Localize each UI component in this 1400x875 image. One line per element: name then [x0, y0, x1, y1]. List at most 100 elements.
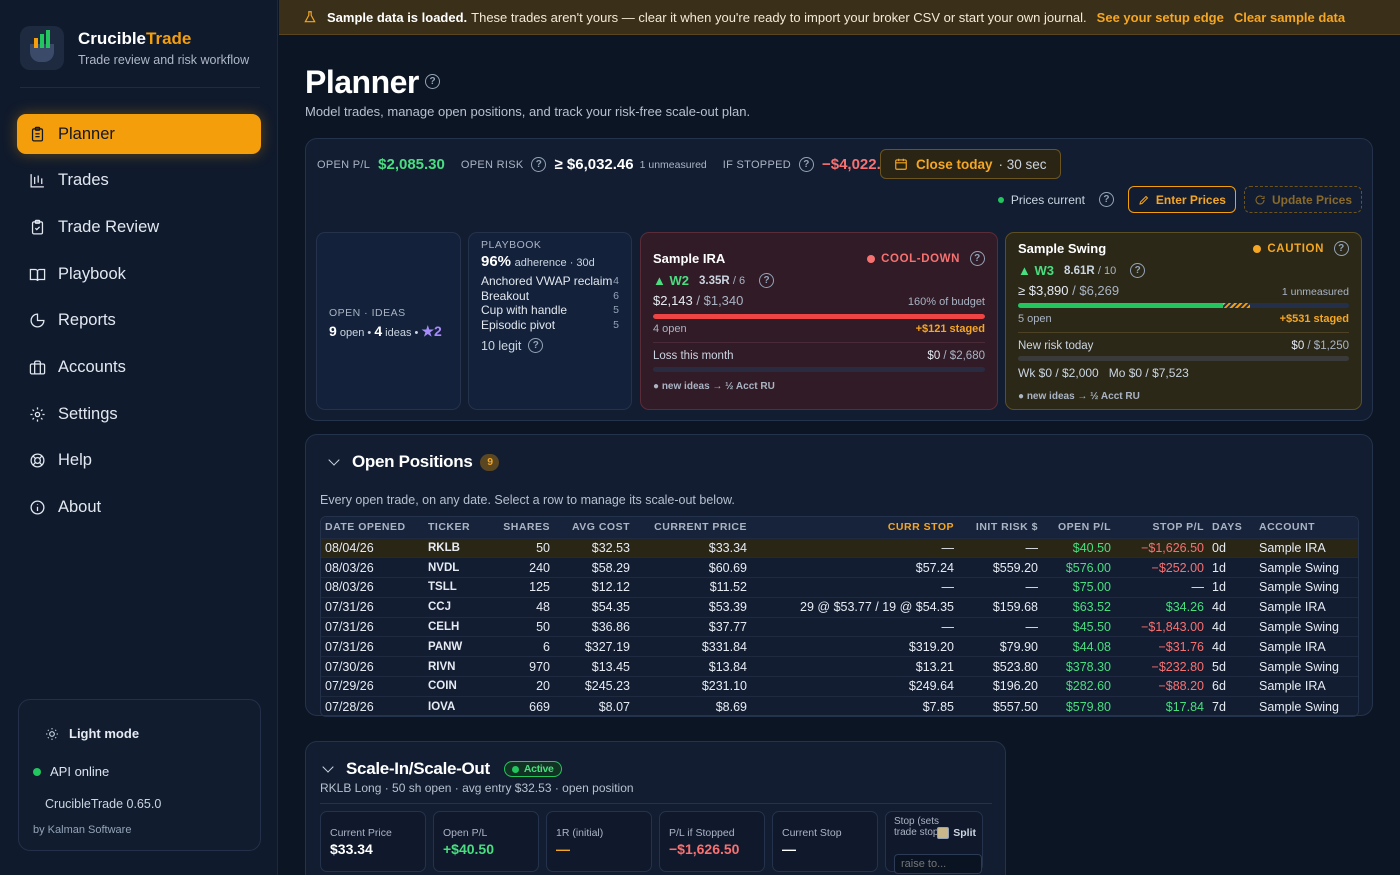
table-cell: $79.90	[958, 636, 1042, 657]
close-today-button[interactable]: Close today · 30 sec	[880, 149, 1061, 179]
table-cell: $54.35	[554, 596, 634, 618]
column-header[interactable]: CURRENT PRICE	[634, 517, 751, 538]
column-header[interactable]: DATE OPENED	[321, 517, 424, 538]
stat-label: 1R (initial)	[556, 827, 604, 839]
legit-count: 10 legit?	[481, 338, 619, 353]
table-cell: 6d	[1208, 676, 1255, 697]
table-cell: 50	[499, 616, 554, 637]
update-prices-button[interactable]: Update Prices	[1243, 186, 1362, 213]
table-cell: $523.80	[958, 656, 1042, 677]
table-cell: 125	[499, 577, 554, 598]
enter-prices-button[interactable]: Enter Prices	[1127, 186, 1236, 213]
budget-row: ≥ $3,890 / $6,269 1 unmeasured	[1018, 283, 1349, 298]
nav-label: Settings	[58, 404, 118, 423]
playbook-item[interactable]: Episodic pivot 5	[481, 317, 619, 332]
brand-name: CrucibleTrade	[78, 29, 192, 48]
chevron-down-icon[interactable]	[328, 454, 340, 466]
table-cell: $319.20	[751, 636, 958, 657]
chevron-down-icon[interactable]	[322, 761, 334, 773]
playbook-item[interactable]: Anchored VWAP reclaim 4	[481, 274, 619, 288]
help-icon[interactable]: ?	[1098, 192, 1114, 207]
column-header[interactable]: SHARES	[499, 517, 554, 538]
playbook-item[interactable]: Breakout 6	[481, 288, 619, 303]
positions-header[interactable]: Open Positions 9	[328, 452, 500, 472]
help-icon[interactable]: ?	[425, 74, 440, 89]
column-header[interactable]: OPEN P/L	[1042, 517, 1115, 538]
nav-item-settings[interactable]: Settings	[17, 394, 261, 434]
help-icon[interactable]: ?	[528, 338, 544, 353]
table-cell: Sample Swing	[1255, 656, 1358, 677]
checklist-icon	[31, 219, 44, 235]
table-row[interactable]: 07/31/26 PANW 6 $327.19 $331.84 $319.20 $79.90…	[321, 636, 1358, 657]
nav-label: Accounts	[58, 357, 126, 376]
column-header[interactable]: DAYS	[1208, 517, 1255, 538]
table-cell: $13.84	[634, 656, 751, 677]
column-header[interactable]: INIT RISK $	[958, 517, 1042, 538]
column-header[interactable]: ACCOUNT	[1255, 517, 1358, 538]
raise-stop-input[interactable]	[894, 854, 982, 874]
help-icon[interactable]: ?	[531, 157, 547, 172]
table-cell: $327.19	[554, 636, 634, 657]
column-header[interactable]: STOP P/L	[1115, 517, 1208, 538]
prices-current: Prices current	[1010, 192, 1085, 207]
table-cell: $32.53	[554, 537, 634, 558]
page-title: Planner	[305, 64, 419, 100]
table-cell: $33.34	[634, 537, 751, 558]
nav-item-trade-review[interactable]: Trade Review	[17, 207, 261, 247]
table-row[interactable]: 08/04/26 RKLB 50 $32.53 $33.34— — $40.50 −$1,62…	[321, 537, 1358, 558]
column-header[interactable]: AVG COST	[554, 517, 634, 538]
table-row[interactable]: 07/31/26 CCJ 48 $54.35 $53.39 29 @ $53.77 / 1…	[321, 596, 1358, 618]
brand[interactable]: CrucibleTrade Trade review and risk work…	[20, 26, 249, 70]
nav-item-about[interactable]: About	[17, 488, 261, 528]
nav-item-playbook[interactable]: Playbook	[17, 254, 261, 294]
help-icon[interactable]: ?	[1334, 241, 1349, 256]
help-icon[interactable]: ?	[1130, 263, 1146, 278]
table-cell: $7.85	[751, 695, 958, 717]
light-mode-toggle[interactable]: Light mode	[45, 726, 139, 741]
risk-bar	[1018, 356, 1349, 361]
table-cell: $63.52	[1042, 596, 1115, 618]
open-row: 4 open +$121 staged	[653, 323, 985, 335]
table-cell: —	[958, 577, 1042, 598]
column-header[interactable]: TICKER	[424, 517, 499, 538]
risk-row: New risk today $0 / $1,250	[1018, 340, 1349, 352]
account-name: Sample Swing	[1018, 241, 1107, 256]
nav-item-reports[interactable]: Reports	[17, 301, 261, 341]
clear-sample-link[interactable]: Clear sample data	[1233, 9, 1346, 25]
nav-item-help[interactable]: Help	[17, 441, 261, 481]
table-cell: Sample IRA	[1255, 596, 1358, 618]
table-cell: 6	[499, 636, 554, 657]
sidebar-footer: Light mode API online CrucibleTrade 0.65…	[18, 699, 261, 851]
nav-item-trades[interactable]: Trades	[17, 161, 261, 201]
playbook-item[interactable]: Cup with handle 5	[481, 303, 619, 317]
table-row[interactable]: 07/30/26 RIVN 970 $13.45 $13.84 $13.21 $523.80…	[321, 656, 1358, 677]
nav-item-planner[interactable]: Planner	[17, 114, 261, 154]
playbook-tile[interactable]: PLAYBOOK 96% adherence · 30d Anchored VW…	[468, 232, 632, 410]
help-icon[interactable]: ?	[759, 273, 775, 288]
help-icon[interactable]: ?	[970, 251, 985, 266]
nav-item-accounts[interactable]: Accounts	[17, 347, 261, 387]
help-icon[interactable]: ?	[798, 157, 814, 172]
setup-edge-link[interactable]: See your setup edge	[1096, 9, 1224, 25]
column-header[interactable]: CURR STOP	[751, 517, 958, 538]
positions-description: Every open trade, on any date. Select a …	[320, 493, 735, 507]
table-cell: $331.84	[634, 636, 751, 657]
open-ideas-tile[interactable]: OPEN · IDEAS 9 open • 4 ideas • ★2	[316, 232, 461, 410]
stop-label: Stop (sets trade stop)	[894, 816, 942, 838]
split-checkbox[interactable]: Split	[937, 827, 976, 839]
table-row[interactable]: 07/28/26 IOVA 669 $8.07 $8.69 $7.85 $557.50 $57…	[321, 695, 1358, 717]
account-tile-swing[interactable]: Sample Swing CAUTION? ▲ W3 8.61R / 10 ? …	[1005, 232, 1362, 410]
table-cell: −$1,626.50	[1115, 537, 1208, 558]
main-content: Planner ? Model trades, manage open posi…	[279, 36, 1400, 875]
table-row[interactable]: 07/29/26 COIN 20 $245.23 $231.10 $249.64 $196.…	[321, 676, 1358, 697]
star-count: ★2	[421, 323, 442, 339]
table-cell: $13.45	[554, 656, 634, 677]
table-row[interactable]: 08/03/26 TSLL 125 $12.12 $11.52— — $75.00—1d Sa…	[321, 577, 1358, 598]
streak-row: ▲ W3 8.61R / 10 ?	[1018, 263, 1349, 278]
budget-bar	[653, 314, 985, 319]
table-row[interactable]: 07/31/26 CELH 50 $36.86 $37.77— — $45.50 −$1,84…	[321, 616, 1358, 637]
scale-header[interactable]: Scale-In/Scale-Out Active	[322, 759, 562, 779]
table-row[interactable]: 08/03/26 NVDL 240 $58.29 $60.69 $57.24 $559.20…	[321, 557, 1358, 578]
account-tile-ira[interactable]: Sample IRA COOL-DOWN? ▲ W2 3.35R / 6 ? $…	[640, 232, 998, 410]
table-cell: $196.20	[958, 676, 1042, 697]
